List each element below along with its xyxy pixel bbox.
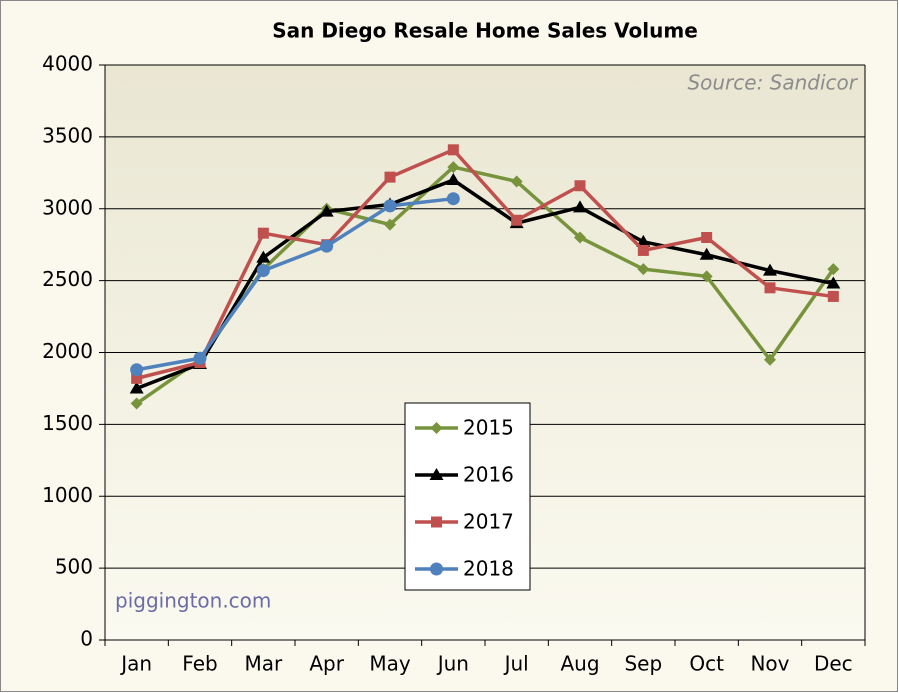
marker (320, 239, 334, 253)
marker (700, 270, 713, 283)
marker (256, 264, 270, 278)
y-tick-label: 2000 (42, 339, 93, 363)
marker (430, 422, 443, 434)
marker (429, 468, 444, 480)
marker (256, 250, 271, 263)
y-tick-label: 3500 (42, 123, 93, 147)
series-line (136, 148, 834, 381)
y-tick-label: 2500 (42, 267, 93, 291)
x-tick-label: Nov (750, 652, 789, 676)
x-tick-label: May (369, 652, 411, 676)
x-tick-label: Oct (689, 652, 724, 676)
y-tick-label: 1500 (42, 411, 93, 435)
marker (447, 161, 460, 174)
marker (764, 282, 776, 294)
marker (701, 232, 713, 243)
marker (319, 204, 334, 217)
legend-box (404, 402, 531, 591)
marker (511, 214, 523, 226)
y-tick-label: 1000 (42, 483, 93, 507)
marker (574, 180, 586, 192)
marker (431, 516, 442, 528)
marker (763, 263, 777, 276)
marker (193, 351, 207, 365)
y-tick-label: 3000 (42, 195, 93, 219)
marker (574, 231, 586, 244)
legend-label: 2015 (463, 416, 514, 440)
marker (384, 218, 396, 231)
source-note: Source: Sandicor (687, 71, 858, 95)
marker (384, 171, 396, 183)
marker (573, 200, 587, 213)
marker (447, 144, 459, 156)
marker (764, 353, 776, 366)
watermark: piggington.com (115, 589, 271, 613)
x-tick-label: Apr (309, 652, 344, 676)
marker (430, 562, 443, 576)
x-tick-label: Jun (436, 652, 469, 676)
marker (257, 227, 269, 239)
marker (446, 192, 460, 206)
x-tick-label: Jul (503, 652, 529, 676)
marker (130, 363, 144, 377)
legend-label: 2016 (463, 463, 514, 487)
legend-label: 2017 (463, 510, 514, 534)
marker (129, 381, 144, 394)
marker (699, 247, 714, 260)
marker (383, 199, 397, 213)
y-tick-label: 0 (80, 627, 93, 651)
marker (131, 372, 143, 384)
legend: 2015 2016 2017 2018 (404, 402, 531, 591)
marker (827, 290, 839, 302)
series-line (136, 178, 834, 391)
marker (637, 263, 650, 276)
x-tick-label: Mar (244, 652, 283, 676)
x-tick-label: Aug (560, 652, 599, 676)
marker (826, 276, 841, 289)
y-tick-label: 4000 (42, 52, 93, 76)
marker (446, 173, 461, 185)
chart-title: San Diego Resale Home Sales Volume (272, 19, 698, 43)
x-tick-label: Feb (182, 652, 217, 676)
marker (827, 263, 840, 276)
marker (636, 234, 651, 247)
y-tick-label: 500 (55, 555, 93, 579)
series-line (136, 196, 454, 372)
marker (130, 397, 143, 410)
x-tick-label: Dec (814, 652, 853, 676)
x-tick-label: Jan (119, 652, 152, 676)
x-tick-label: Sep (624, 652, 662, 676)
marker (510, 175, 523, 188)
marker (637, 244, 649, 256)
legend-label: 2018 (463, 557, 514, 581)
